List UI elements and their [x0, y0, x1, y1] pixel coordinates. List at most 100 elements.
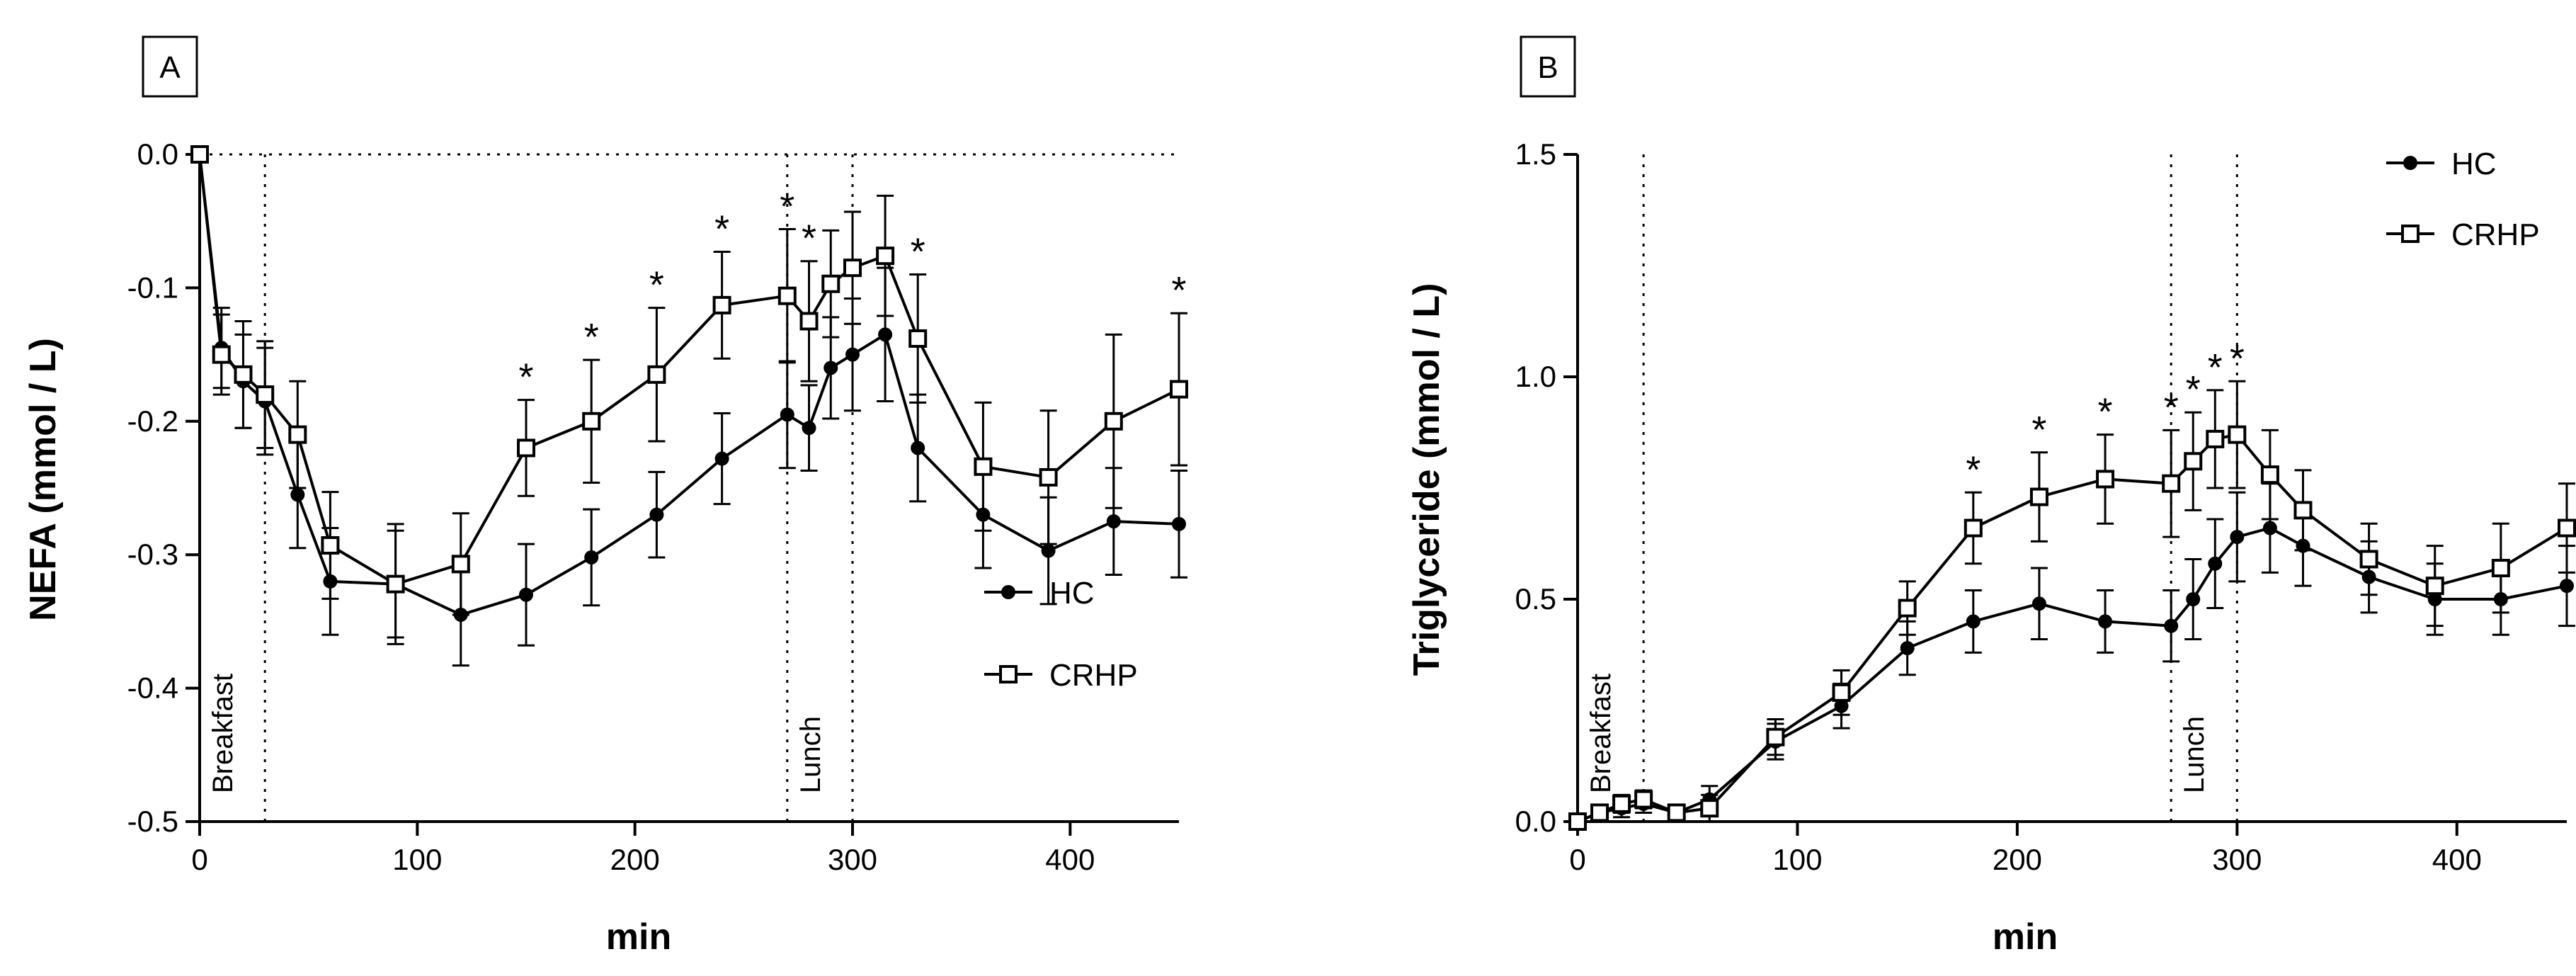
panel-a-label: A — [159, 50, 181, 85]
meal-label: Lunch — [795, 716, 826, 793]
data-point-crhp — [2228, 425, 2247, 444]
data-point-hc — [1900, 641, 1915, 656]
data-point-crhp — [2491, 559, 2510, 578]
series-line-crhp — [1577, 433, 2568, 823]
significance-star: * — [584, 316, 599, 358]
panel-b-label: B — [1537, 50, 1558, 85]
legend-hc-marker — [2386, 156, 2434, 170]
data-point-crhp — [2029, 487, 2048, 506]
data-point-hc — [823, 361, 838, 375]
significance-star: * — [1966, 448, 1981, 491]
x-tick-label: 0 — [1569, 843, 1585, 876]
data-point-hc — [802, 421, 816, 436]
data-point-crhp — [712, 295, 731, 314]
data-point-crhp — [288, 425, 307, 444]
data-point-crhp — [2206, 429, 2225, 448]
data-point-hc — [2262, 521, 2277, 535]
data-point-hc — [2208, 556, 2223, 571]
panel-a-label-box: A — [142, 35, 198, 98]
data-point-crhp — [517, 438, 535, 458]
significance-star: * — [2186, 368, 2201, 411]
panel-a-chart: A 0.0 -0.1 -0.2 -0.3 -0.4 -0.5 0 100 200 300 400 Br… — [23, 35, 1188, 958]
data-point-crhp — [1898, 598, 1917, 618]
series-line-crhp — [198, 154, 1180, 586]
data-point-crhp — [843, 259, 862, 278]
legend-crhp-marker — [984, 665, 1032, 683]
y-tick-label: -0.3 — [127, 538, 178, 571]
significance-star: * — [2098, 391, 2113, 433]
data-point-hc — [714, 451, 729, 466]
data-point-crhp — [1170, 380, 1188, 399]
data-point-crhp — [2359, 550, 2378, 569]
data-point-hc — [845, 347, 860, 362]
data-point-crhp — [799, 312, 819, 331]
legend-crhp-marker — [2386, 225, 2434, 243]
y-tick-label: 1.0 — [1515, 360, 1556, 393]
data-point-hc — [290, 487, 305, 502]
significance-star: * — [911, 231, 925, 273]
data-point-crhp — [2425, 577, 2444, 596]
legend-hc-label: HC — [1049, 576, 1095, 611]
meal-label: Breakfast — [1585, 674, 1617, 793]
significance-star: * — [714, 208, 729, 251]
x-tick-label: 200 — [1993, 843, 2042, 876]
data-point-hc — [519, 587, 533, 602]
significance-star: * — [1171, 269, 1186, 312]
significance-star: * — [780, 186, 794, 228]
panel-b-x-axis-title: min — [1993, 917, 2058, 958]
data-point-crhp — [2293, 501, 2313, 520]
data-point-crhp — [386, 574, 405, 594]
data-point-crhp — [1700, 799, 1719, 818]
data-point-hc — [1041, 543, 1056, 558]
data-point-crhp — [2184, 452, 2203, 471]
series-crhp — [1568, 380, 2576, 831]
data-point-hc — [878, 327, 893, 342]
data-point-crhp — [876, 246, 895, 266]
data-point-crhp — [974, 457, 993, 476]
data-point-crhp — [1039, 467, 1058, 487]
legend-crhp-label: CRHP — [2451, 217, 2540, 252]
y-tick-label: 0.0 — [1515, 805, 1556, 838]
significance-star: * — [518, 356, 533, 399]
y-tick-label: 0.5 — [1515, 582, 1556, 615]
series-hc — [1571, 482, 2575, 829]
x-tick-label: 300 — [828, 843, 877, 876]
data-point-crhp — [451, 555, 470, 574]
panel-a-legend: HC CRHP — [984, 576, 1138, 693]
data-point-hc — [649, 507, 664, 522]
data-point-hc — [2230, 530, 2245, 545]
data-point-hc — [584, 550, 599, 564]
data-point-hc — [780, 407, 794, 422]
y-tick-label: 0.0 — [137, 137, 178, 171]
significance-star: * — [649, 264, 664, 307]
meal-label: Breakfast — [207, 674, 239, 793]
panel-a-x-axis-title: min — [606, 917, 671, 958]
data-point-crhp — [1104, 412, 1123, 431]
significance-star: * — [2208, 346, 2223, 389]
series-hc — [193, 147, 1187, 667]
data-point-crhp — [256, 385, 275, 404]
meal-label: Lunch — [2179, 716, 2210, 793]
data-point-crhp — [908, 329, 928, 348]
y-tick-label: -0.2 — [127, 404, 178, 438]
data-point-hc — [1966, 614, 1981, 629]
y-tick-label: -0.5 — [127, 805, 178, 838]
series-line-hc — [198, 154, 1180, 617]
data-point-crhp — [1568, 812, 1587, 831]
panel-b-label-box: B — [1520, 35, 1576, 98]
x-tick-label: 0 — [191, 843, 207, 876]
data-point-crhp — [2260, 465, 2279, 484]
series-line-hc — [1577, 526, 2568, 823]
data-point-crhp — [777, 286, 797, 305]
data-point-crhp — [1590, 803, 1609, 822]
data-point-crhp — [1832, 683, 1851, 702]
data-point-crhp — [1667, 803, 1686, 822]
x-tick-label: 300 — [2212, 843, 2262, 876]
data-point-crhp — [1612, 794, 1631, 813]
panel-a-y-axis-title: NEFA (mmol / L) — [23, 338, 64, 621]
panel-b-chart: B 0.0 0.5 1.0 1.5 0 100 200 300 400 Breakfast Lunc… — [1406, 35, 2576, 958]
data-point-hc — [2560, 579, 2574, 594]
data-point-hc — [2098, 614, 2113, 629]
y-tick-label: -0.4 — [127, 671, 178, 705]
